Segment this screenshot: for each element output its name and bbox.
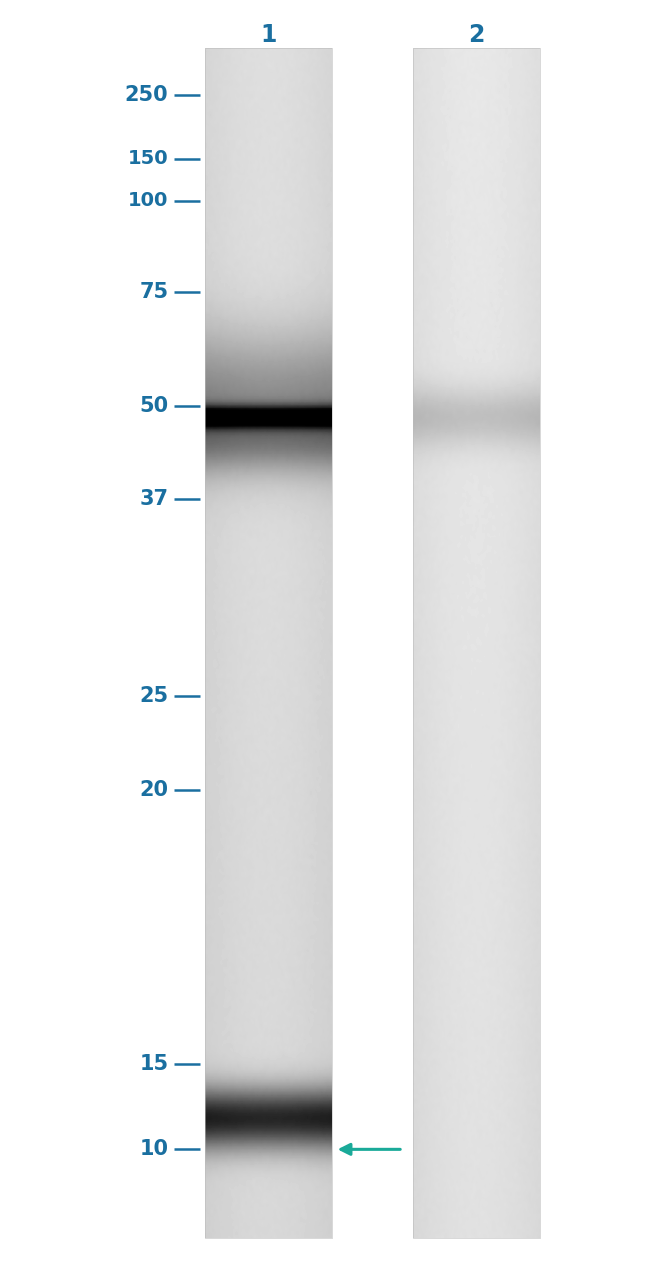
Text: 25: 25: [139, 686, 168, 706]
Text: 75: 75: [139, 282, 168, 302]
Text: 20: 20: [139, 780, 168, 800]
Text: 37: 37: [139, 489, 168, 509]
Text: 250: 250: [125, 85, 168, 105]
Text: 15: 15: [139, 1054, 168, 1074]
Text: 10: 10: [139, 1139, 168, 1160]
Text: 1: 1: [260, 23, 276, 47]
Text: 100: 100: [128, 192, 168, 210]
Text: 2: 2: [468, 23, 484, 47]
Bar: [205, 48, 332, 1238]
Bar: [413, 48, 540, 1238]
Text: 150: 150: [127, 150, 168, 168]
Text: 50: 50: [139, 396, 168, 417]
